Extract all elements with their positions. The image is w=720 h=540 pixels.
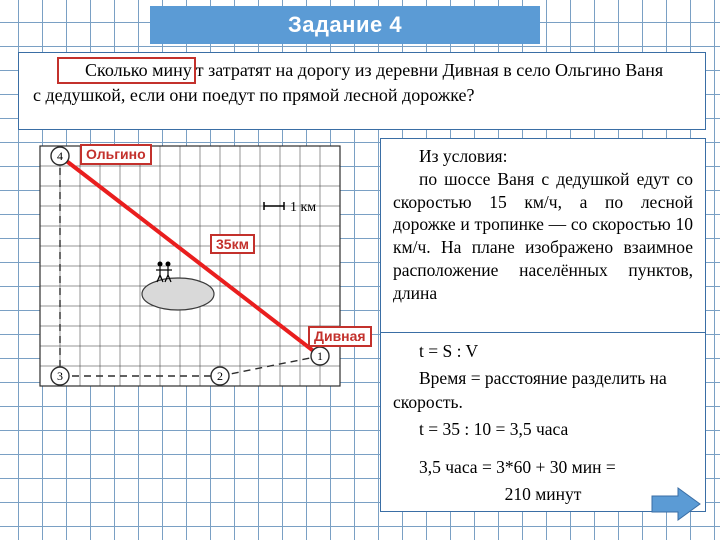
map-svg: 1 км 4 1 2 3 <box>22 138 374 410</box>
svg-text:1: 1 <box>317 349 323 363</box>
condition-panel: Из условия: по шоссе Ваня с дедушкой еду… <box>380 138 706 360</box>
label-divnaya: Дивная <box>308 326 372 347</box>
svg-text:2: 2 <box>217 369 223 383</box>
calc-line: t = 35 : 10 = 3,5 часа <box>393 417 693 442</box>
condition-body: по шоссе Ваня с дедушкой едут со скорост… <box>393 168 693 305</box>
svg-text:1 км: 1 км <box>290 200 316 215</box>
conversion-1: 3,5 часа = 3*60 + 30 мин = <box>393 455 693 480</box>
svg-text:4: 4 <box>57 149 63 163</box>
slide-canvas: Задание 4 Сколько минут затратят на доро… <box>0 0 720 540</box>
question-highlight: Сколько мину <box>57 57 196 84</box>
question-panel: Сколько минут затратят на дорогу из дере… <box>18 52 706 130</box>
formula-words: Время = расстояние разделить на скорость… <box>393 366 693 415</box>
svg-text:3: 3 <box>57 369 63 383</box>
question-text: Сколько минут затратят на дорогу из дере… <box>33 57 691 106</box>
task-title: Задание 4 <box>288 12 402 38</box>
condition-heading: Из условия: <box>393 145 693 168</box>
label-olgino: Ольгино <box>80 144 152 165</box>
next-arrow-button[interactable] <box>648 484 704 524</box>
formula: t = S : V <box>393 339 693 364</box>
task-title-banner: Задание 4 <box>150 6 540 44</box>
map-diagram: 1 км 4 1 2 3 Ольгино Дивная 35км <box>22 138 374 410</box>
label-distance: 35км <box>210 234 255 254</box>
